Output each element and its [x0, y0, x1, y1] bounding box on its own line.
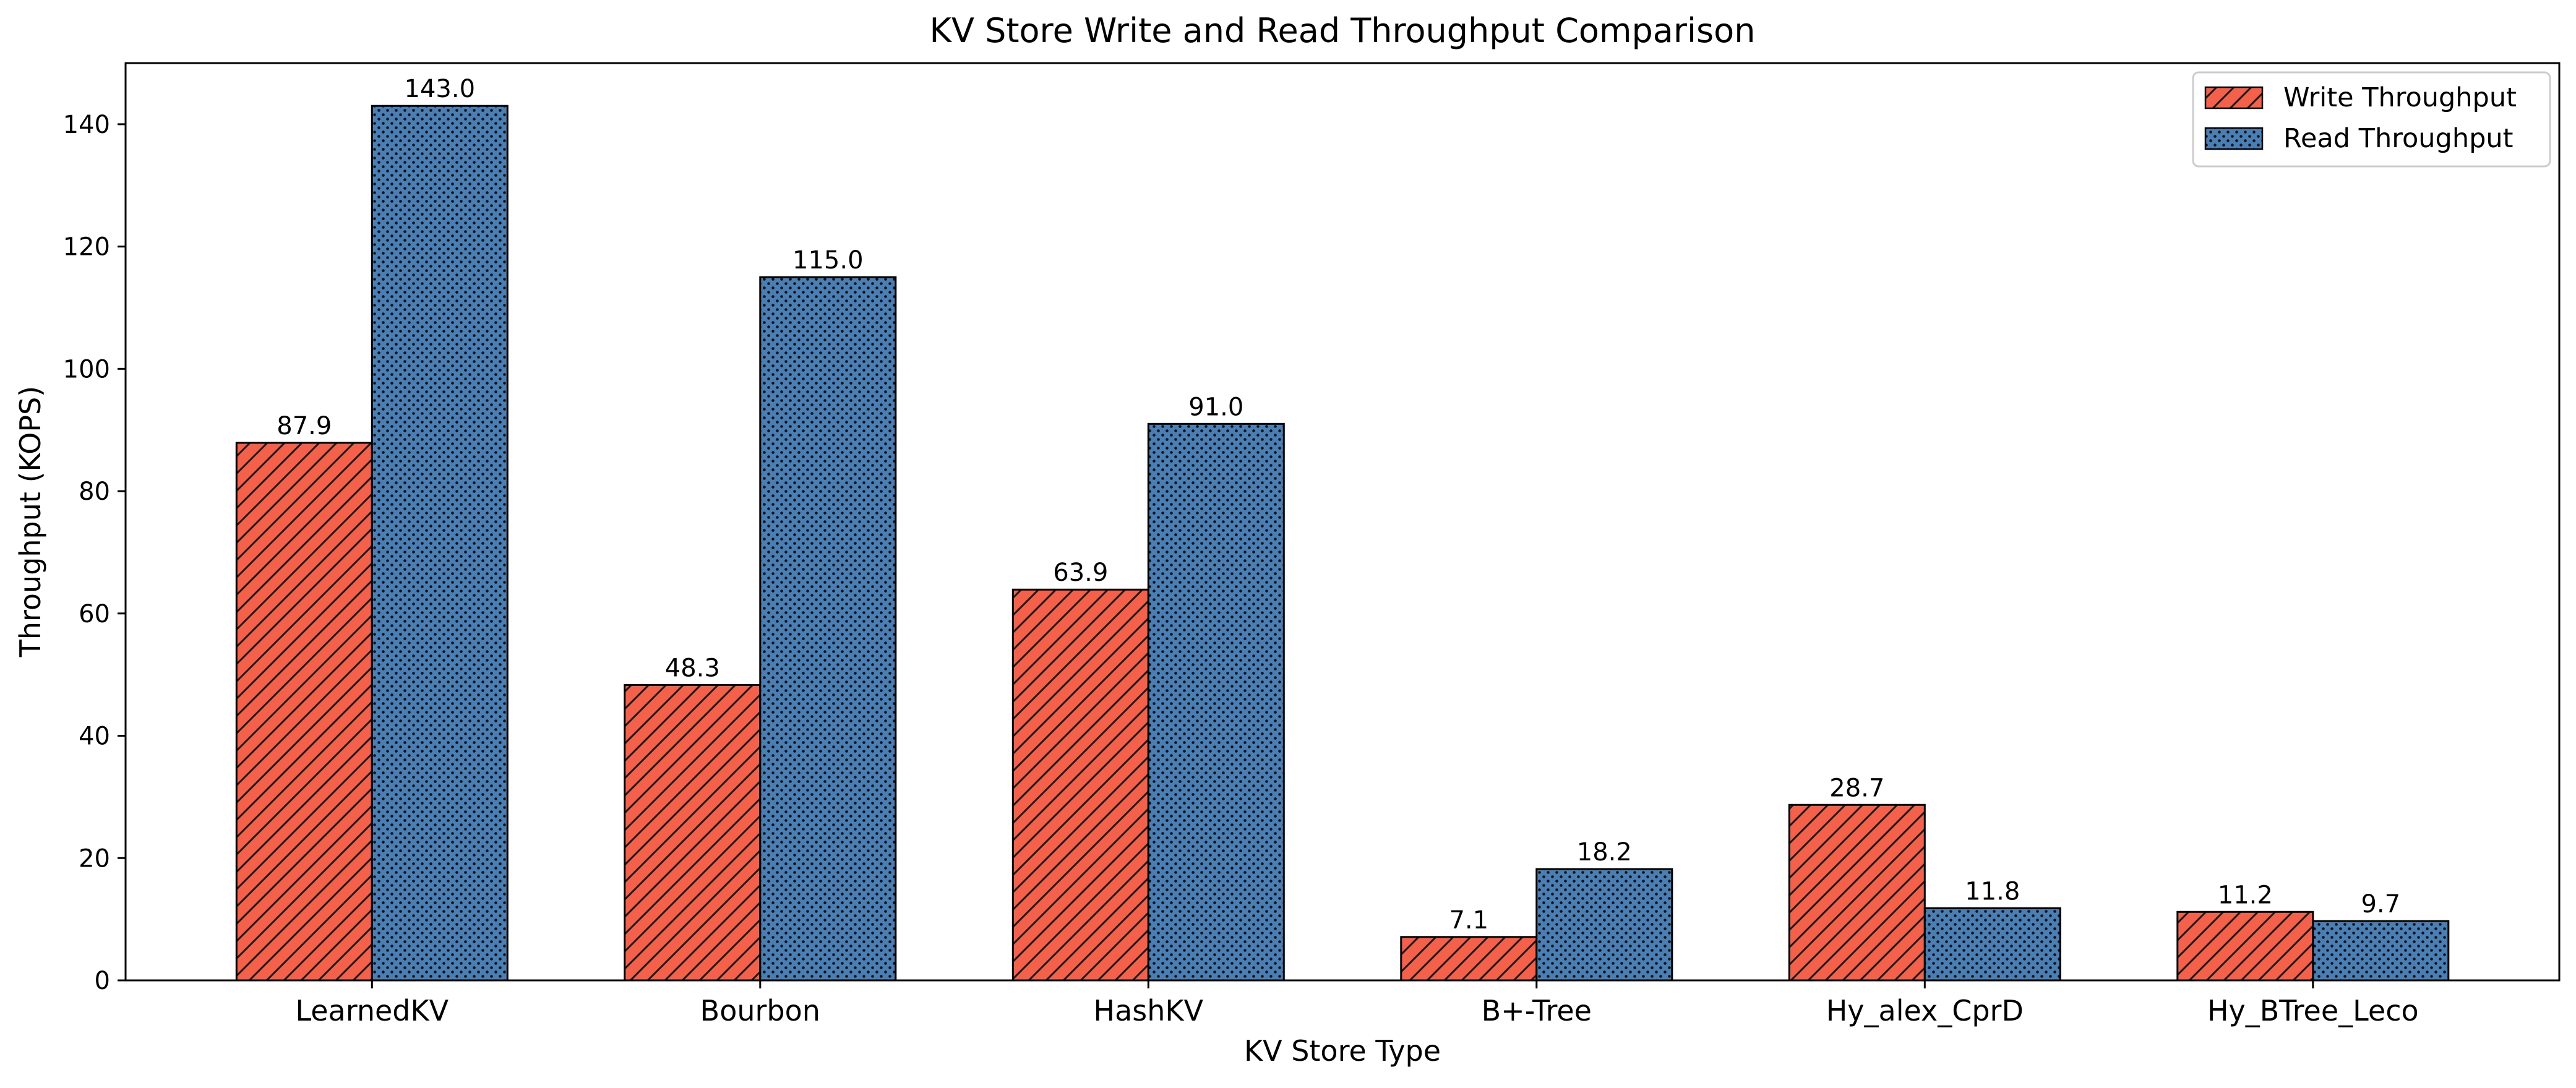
x-tick-label-1: Bourbon: [700, 994, 820, 1027]
x-tick-label-5: Hy_BTree_Leco: [2207, 994, 2419, 1027]
bar-label-read-0: 143.0: [405, 75, 476, 103]
bar-read-3: [1535, 868, 1673, 982]
y-tick-label-1: 20: [79, 844, 110, 873]
bar-write-2: [1011, 588, 1149, 982]
bar-label-write-2: 63.9: [1053, 559, 1108, 587]
bar-label-read-1: 115.0: [792, 246, 864, 275]
bar-write-1: [624, 683, 762, 982]
bar-label-read-5: 9.7: [2361, 890, 2400, 919]
bar-label-read-4: 11.8: [1965, 877, 2020, 906]
plot-area-frame: [124, 62, 2561, 982]
legend-frame: [2192, 71, 2551, 168]
chart-title: KV Store Write and Read Throughput Compa…: [930, 11, 1756, 50]
bar-read-4: [1923, 907, 2061, 982]
bar-label-write-1: 48.3: [665, 654, 720, 682]
bar-label-write-4: 28.7: [1829, 774, 1884, 802]
bar-read-0: [371, 105, 509, 982]
x-tick-label-4: Hy_alex_CprD: [1826, 994, 2024, 1027]
bar-read-2: [1147, 422, 1285, 982]
bar-read-5: [2312, 920, 2450, 982]
y-tick-label-2: 40: [79, 722, 110, 751]
y-axis: 0 20 40 60 80 100 120 140: [63, 111, 126, 995]
bar-read-1: [759, 276, 897, 982]
y-tick-label-6: 120: [63, 233, 110, 262]
y-tick-label-7: 140: [63, 111, 110, 139]
x-tick-label-2: HashKV: [1094, 994, 1204, 1027]
y-tick-label-0: 0: [95, 967, 110, 995]
bar-label-read-2: 91.0: [1188, 393, 1243, 421]
legend-swatch-write: [2204, 86, 2264, 109]
bar-write-5: [2176, 910, 2314, 982]
x-axis-label: KV Store Type: [1244, 1034, 1441, 1068]
legend: Write Throughput Read Throughput: [2192, 71, 2551, 168]
y-tick-label-4: 80: [79, 478, 110, 506]
y-axis-label: Throughput (KOPS): [14, 386, 47, 658]
x-axis: LearnedKV Bourbon HashKV B+-Tree Hy_alex_Cpr…: [295, 980, 2419, 1027]
bar-label-read-3: 18.2: [1577, 838, 1632, 867]
x-tick-label-3: B+-Tree: [1482, 994, 1592, 1027]
bars-layer: [235, 105, 2450, 982]
legend-swatch-read: [2204, 127, 2264, 150]
y-tick-label-3: 60: [79, 600, 110, 628]
x-tick-label-0: LearnedKV: [295, 994, 449, 1027]
bar-value-labels: 87.9 143.0 48.3 115.0 63.9 91.0 7.1 18.2 28.7 11.…: [277, 75, 2400, 935]
bar-write-4: [1788, 803, 1926, 982]
bar-write-0: [235, 442, 373, 982]
bar-label-write-3: 7.1: [1449, 906, 1488, 935]
legend-label-write: Write Throughput: [2283, 82, 2517, 113]
bar-write-3: [1400, 936, 1538, 982]
y-tick-label-5: 100: [63, 355, 110, 383]
legend-label-read: Read Throughput: [2283, 123, 2513, 154]
bar-label-write-5: 11.2: [2218, 881, 2273, 909]
bar-label-write-0: 87.9: [277, 412, 332, 440]
